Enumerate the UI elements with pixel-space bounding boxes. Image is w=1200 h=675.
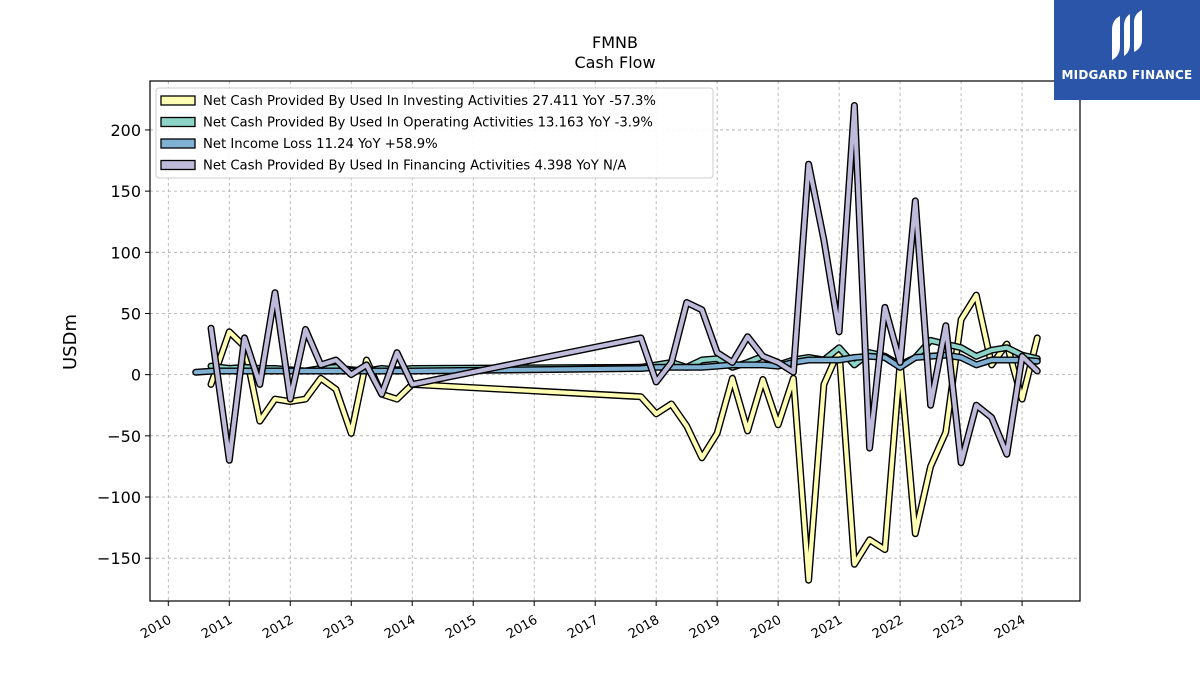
legend-swatch [160, 116, 196, 128]
x-tick-label: 2015 [443, 613, 479, 643]
x-tick-label: 2023 [931, 613, 967, 643]
y-tick-label: 200 [110, 121, 141, 140]
midgard-finance-logo-icon [1112, 10, 1142, 60]
y-tick-label: −150 [97, 549, 141, 568]
x-tick-label: 2014 [382, 613, 418, 643]
y-tick-label: −100 [97, 488, 141, 507]
x-tick-label: 2011 [199, 613, 235, 643]
x-tick-label: 2016 [504, 613, 540, 643]
y-tick-label: 0 [131, 366, 141, 385]
chart-title: FMNB [592, 33, 638, 52]
x-axis: 2010 2011 2012 2013 2014 2015 2016 2017 2018 2019… [138, 601, 1028, 642]
chart-subtitle: Cash Flow [574, 53, 655, 72]
x-tick-label: 2022 [870, 613, 906, 643]
legend-swatch [160, 159, 196, 171]
legend-label: Net Cash Provided By Used In Operating A… [203, 116, 653, 131]
y-axis: −150 −100 −50 0 50 100 150 200 [97, 121, 150, 568]
x-tick-label: 2021 [809, 613, 845, 643]
logo-text: MIDGARD FINANCE [1061, 68, 1193, 82]
x-tick-label: 2019 [687, 613, 723, 643]
y-tick-label: 50 [121, 304, 141, 323]
legend-swatch [160, 95, 196, 106]
y-tick-label: −50 [107, 427, 141, 446]
midgard-finance-logo: MIDGARD FINANCE [1054, 0, 1200, 100]
series-line-2 [193, 353, 1040, 375]
legend-swatch [160, 138, 196, 149]
y-tick-label: 150 [110, 182, 141, 201]
x-tick-label: 2018 [626, 613, 662, 643]
x-tick-label: 2010 [138, 613, 174, 643]
legend-label: Net Income Loss 11.24 YoY +58.9% [203, 137, 438, 152]
x-tick-label: 2024 [992, 613, 1028, 643]
plot-area-frame [149, 80, 1081, 602]
series-line-0 [208, 293, 1040, 583]
series-line-3 [208, 103, 1040, 465]
x-tick-label: 2013 [321, 613, 357, 643]
legend: Net Cash Provided By Used In Investing A… [155, 87, 714, 179]
legend-box [155, 87, 714, 179]
series-lines [192, 102, 1041, 584]
y-axis-label: USDm [60, 314, 81, 370]
y-tick-label: 100 [110, 243, 141, 262]
x-tick-label: 2012 [260, 613, 296, 643]
legend-label: Net Cash Provided By Used In Financing A… [203, 159, 626, 174]
legend-label: Net Cash Provided By Used In Investing A… [203, 94, 656, 109]
x-tick-label: 2017 [565, 613, 601, 643]
x-tick-label: 2020 [748, 613, 784, 643]
